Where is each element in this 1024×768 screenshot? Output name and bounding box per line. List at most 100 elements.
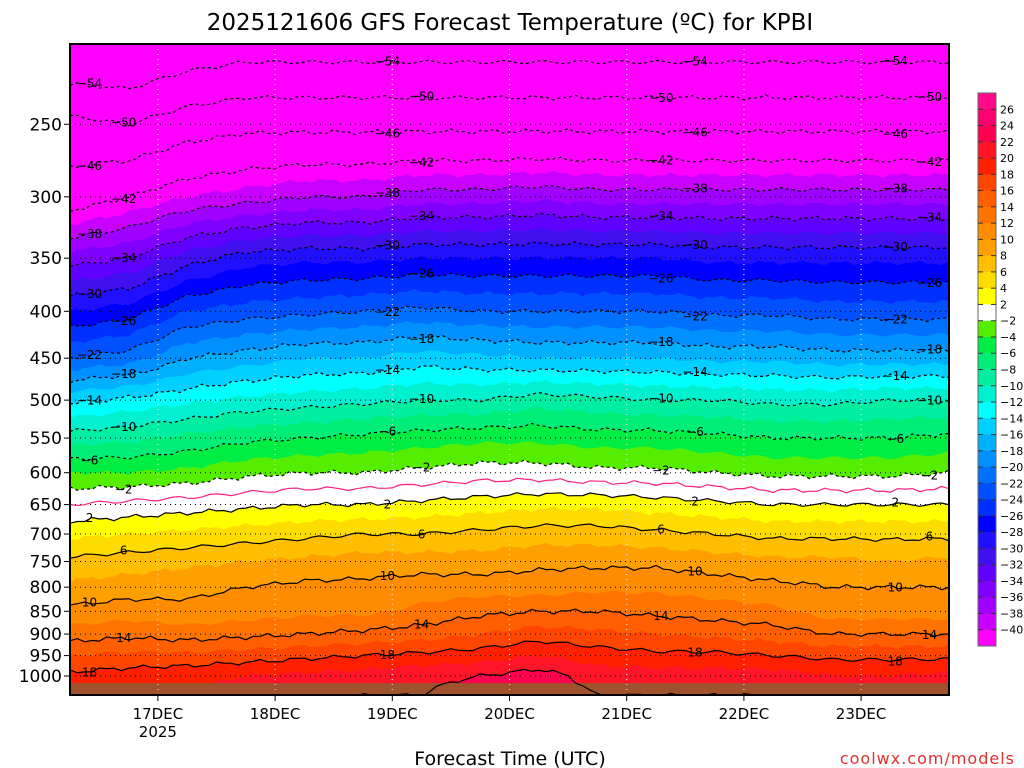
contour-label: −18 [917, 343, 942, 357]
isotherm-contour [70, 459, 949, 491]
contour-label: 14 [922, 628, 937, 642]
isotherm-contour [70, 272, 949, 327]
colorbar-label: 12 [1000, 217, 1014, 230]
contour-label: −46 [77, 159, 102, 173]
contour-label: 10 [82, 596, 97, 610]
contour-label: −30 [682, 238, 707, 252]
colorbar-swatch [978, 467, 996, 484]
y-tick-label: 800 [30, 578, 62, 598]
isotherm-contour [70, 59, 949, 90]
colorbar-label: 26 [1000, 103, 1014, 116]
colorbar-swatch [978, 190, 996, 208]
colorbar-label: −20 [1000, 461, 1023, 474]
contour-label: 2 [891, 496, 899, 510]
colorbar-label: −2 [1000, 315, 1016, 328]
colorbar-swatch [978, 271, 996, 289]
contour-label: −30 [77, 287, 102, 301]
contour-label: −2 [921, 468, 939, 482]
contour-label: −42 [648, 153, 673, 167]
contour-label: −18 [409, 332, 434, 346]
contour-label: −2 [652, 463, 670, 477]
colorbar-swatch [978, 385, 996, 403]
contour-label: −34 [111, 251, 136, 265]
contour-label: −18 [648, 335, 673, 349]
contour-label: −22 [682, 310, 707, 324]
contour-label: 18 [380, 648, 395, 662]
x-tick-label: 19DEC [367, 705, 418, 723]
contour-label: −26 [111, 314, 136, 328]
contour-label: −54 [883, 54, 908, 68]
y-tick-label: 350 [30, 249, 62, 269]
colorbar-swatch [978, 125, 996, 143]
isotherm-contour [70, 156, 949, 212]
colorbar-label: 6 [1000, 266, 1007, 279]
colorbar-label: −38 [1000, 607, 1023, 620]
colorbar-swatch [978, 255, 996, 273]
colorbar-label: 24 [1000, 120, 1014, 133]
contour-label: 6 [120, 544, 128, 558]
contour-label: −50 [917, 90, 942, 104]
x-tick-label: 21DEC [601, 705, 652, 723]
x-tick-label: 20DEC [484, 705, 535, 723]
isotherm-contour [70, 422, 949, 461]
colorbar-swatch [978, 369, 996, 387]
x-tick-label: 23DEC [836, 705, 887, 723]
colorbar-swatch [978, 320, 996, 338]
colorbar-label: 18 [1000, 168, 1014, 181]
contour-label: −22 [375, 305, 400, 319]
contour-label: −10 [648, 392, 673, 406]
y-tick-label: 700 [30, 525, 62, 545]
colorbar-label: −18 [1000, 445, 1023, 458]
contour-label: 18 [687, 645, 702, 659]
contour-label: −46 [682, 126, 707, 140]
colorbar-label: −32 [1000, 559, 1023, 572]
isotherm-contour [70, 241, 949, 298]
isotherm-contour [70, 128, 949, 168]
contour-label: −30 [883, 240, 908, 254]
contour-label: −26 [917, 276, 942, 290]
colorbar-swatch [978, 629, 996, 647]
contour-label: −26 [648, 272, 673, 286]
contour-label: −50 [409, 90, 434, 104]
colorbar-swatch [978, 434, 996, 452]
contour-label: −42 [111, 192, 136, 206]
contour-label: −38 [883, 181, 908, 195]
contour-label: −38 [682, 182, 707, 196]
isotherm-contours: −54−54 −54 −54−50−50 −50 −50−46−46 −46 −46−42−… [70, 54, 949, 695]
contour-label: −10 [409, 392, 434, 406]
y-tick-label: 500 [30, 391, 62, 411]
x-tick-year-label: 2025 [139, 723, 177, 741]
y-tick-label: 300 [30, 188, 62, 208]
colorbar-label: −10 [1000, 380, 1023, 393]
contour-label: −14 [883, 369, 908, 383]
x-tick-label: 18DEC [250, 705, 301, 723]
y-tick-label: 1000 [19, 667, 62, 687]
contour-label: −6 [81, 454, 99, 468]
colorbar-swatch [978, 613, 996, 631]
colorbar-swatch [978, 336, 996, 354]
contour-label: 2 [384, 497, 392, 511]
colorbar-label: −12 [1000, 396, 1023, 409]
contour-label: −2 [115, 482, 133, 496]
colorbar-label: −30 [1000, 542, 1023, 555]
isotherm-contour [70, 94, 949, 127]
contour-label: −34 [917, 210, 942, 224]
colorbar-swatch [978, 353, 996, 370]
contour-label: −34 [409, 209, 434, 223]
colorbar-label: −26 [1000, 510, 1023, 523]
colorbar-swatch [978, 109, 996, 127]
temperature-fill-bands [70, 44, 949, 695]
colorbar-swatch [978, 580, 996, 598]
y-tick-label: 400 [30, 302, 62, 322]
watermark[interactable]: coolwx.com/models [840, 749, 1015, 768]
contour-label: −34 [648, 209, 673, 223]
colorbar-swatch [978, 597, 996, 614]
contour-label: 10 [687, 564, 702, 578]
colorbar-label: 14 [1000, 201, 1014, 214]
contour-label: −54 [77, 77, 102, 91]
contour-label: −54 [375, 54, 400, 68]
contour-label: −6 [686, 425, 704, 439]
contour-label: −18 [111, 367, 136, 381]
